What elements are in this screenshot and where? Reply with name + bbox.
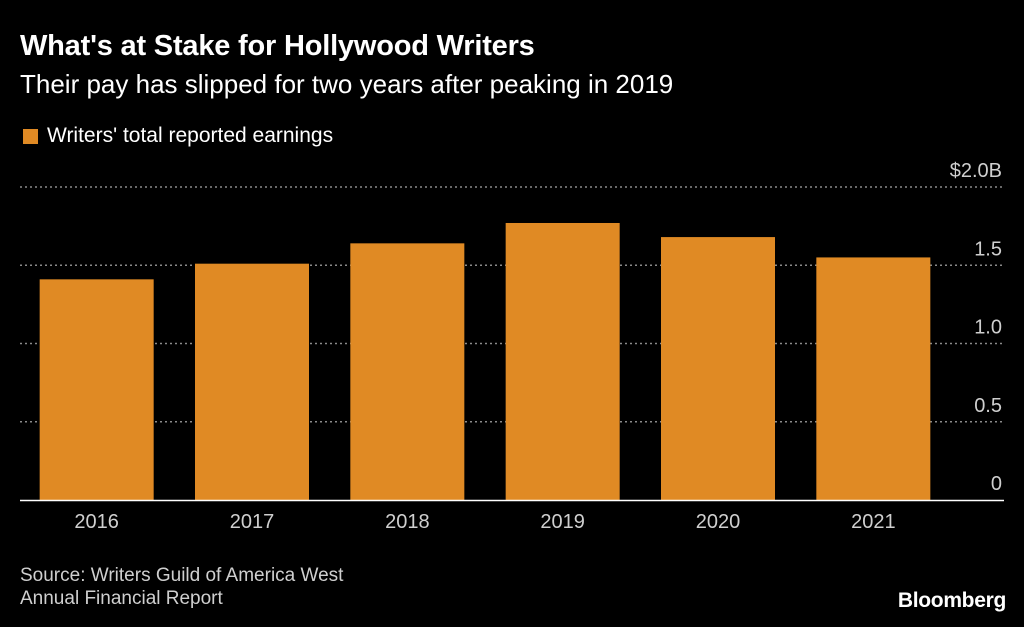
x-tick-label: 2021 <box>851 511 896 533</box>
source-line-1: Source: Writers Guild of America West <box>20 565 344 586</box>
bar-2021 <box>816 257 931 500</box>
bar-2018 <box>350 243 465 500</box>
x-tick-label: 2020 <box>696 511 741 533</box>
y-tick-label: 0.5 <box>974 395 1002 417</box>
bar-2020 <box>661 237 775 500</box>
y-tick-label: 0 <box>991 473 1002 495</box>
source-note: Source: Writers Guild of America West An… <box>20 564 343 610</box>
legend: Writers' total reported earnings <box>23 124 333 148</box>
legend-label: Writers' total reported earnings <box>47 124 334 147</box>
x-tick-label: 2019 <box>540 511 585 533</box>
x-axis-labels: 2016 2017 2018 2019 2020 2021 <box>74 511 895 533</box>
x-tick-label: 2017 <box>230 511 275 533</box>
bloomberg-logo: Bloomberg <box>897 589 1006 612</box>
bar-2017 <box>195 263 309 500</box>
y-tick-label: 1.5 <box>974 238 1002 260</box>
y-tick-label: $2.0B <box>950 160 1002 182</box>
chart-title: What's at Stake for Hollywood Writers <box>20 30 535 62</box>
x-tick-label: 2016 <box>74 511 119 533</box>
bar-2016 <box>39 279 154 500</box>
y-axis-labels: 0 0.5 1.0 1.5 $2.0B <box>950 160 1002 495</box>
legend-swatch <box>23 128 38 144</box>
source-line-2: Annual Financial Report <box>20 588 223 609</box>
x-tick-label: 2018 <box>385 511 430 533</box>
y-tick-label: 1.0 <box>974 317 1002 339</box>
chart-subtitle: Their pay has slipped for two years afte… <box>20 69 674 99</box>
bar-2019 <box>505 222 620 500</box>
bars <box>39 222 931 500</box>
